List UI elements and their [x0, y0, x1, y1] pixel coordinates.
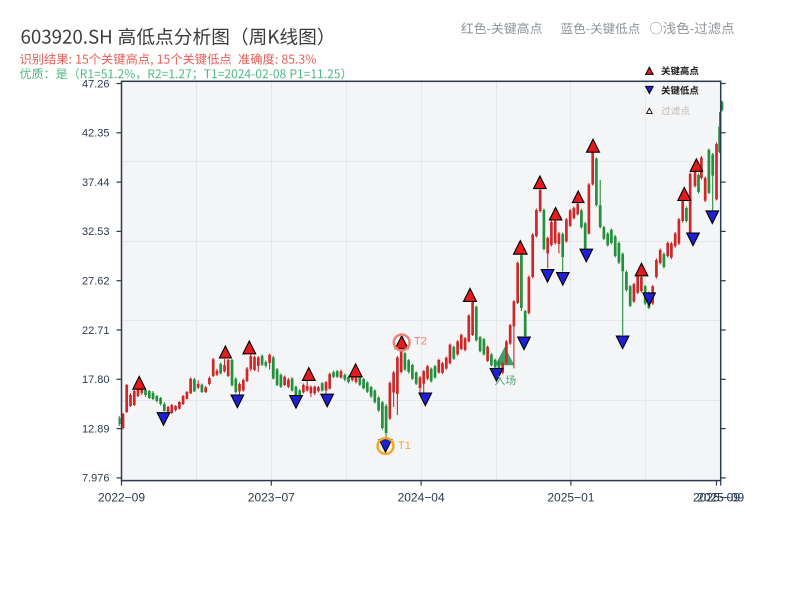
svg-text:2025−09: 2025−09 [697, 491, 744, 505]
svg-text:12.89: 12.89 [82, 423, 110, 435]
svg-text:27.62: 27.62 [82, 276, 110, 288]
svg-text:2024−04: 2024−04 [398, 491, 445, 505]
svg-text:17.80: 17.80 [82, 374, 110, 386]
svg-text:47.26: 47.26 [82, 78, 110, 90]
svg-text:2022−09: 2022−09 [98, 491, 145, 505]
svg-text:2023−07: 2023−07 [248, 491, 295, 505]
svg-text:7.976: 7.976 [82, 473, 110, 485]
svg-text:2025−09: 2025−09 [693, 491, 740, 505]
svg-text:32.53: 32.53 [82, 226, 110, 238]
svg-text:37.44: 37.44 [82, 177, 110, 189]
svg-text:T2: T2 [414, 336, 427, 348]
svg-text:42.35: 42.35 [82, 128, 110, 140]
svg-text:T1: T1 [398, 440, 411, 452]
svg-text:22.71: 22.71 [82, 325, 110, 337]
svg-text:2025−01: 2025−01 [547, 491, 594, 505]
